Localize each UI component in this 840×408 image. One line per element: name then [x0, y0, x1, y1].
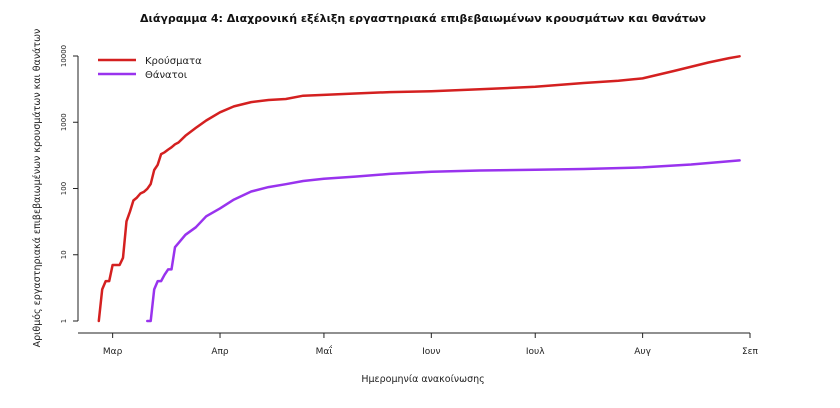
chart-title: Διάγραμμα 4: Διαχρονική εξέλιξη εργαστηρ…: [140, 12, 706, 25]
y-tick-label: 1: [60, 319, 68, 323]
legend-label-cases: Κρούσματα: [145, 55, 202, 67]
y-axis-label: Αριθμός εργαστηριακά επιβεβαιωμένων κρου…: [32, 29, 43, 348]
y-tick-label: 10: [60, 250, 68, 259]
x-tick-label: Ιουν: [422, 347, 440, 357]
y-tick-label: 10000: [60, 45, 68, 67]
x-tick-label: Ιουλ: [526, 347, 545, 357]
legend: Κρούσματα Θάνατοι: [98, 55, 202, 81]
x-tick-label: Μαρ: [103, 347, 123, 357]
x-axis-label: Ημερομηνία ανακοίνωσης: [361, 374, 484, 385]
series-line-deaths: [146, 159, 741, 323]
legend-label-deaths: Θάνατοι: [145, 69, 188, 81]
x-tick-label: Σεπ: [742, 347, 759, 357]
y-tick-label: 100: [60, 182, 68, 195]
axes: 1 10 100 1000 10000 Μαρ Απρ Μαΐ Ιουν Ιουλ Αυγ Σεπ: [60, 45, 759, 357]
x-tick-label: Απρ: [211, 347, 229, 357]
y-tick-label: 1000: [60, 113, 68, 131]
series-line-cases: [97, 55, 741, 323]
x-tick-label: Αυγ: [634, 347, 651, 357]
series-lines: [97, 55, 741, 323]
x-tick-label: Μαΐ: [316, 345, 333, 357]
